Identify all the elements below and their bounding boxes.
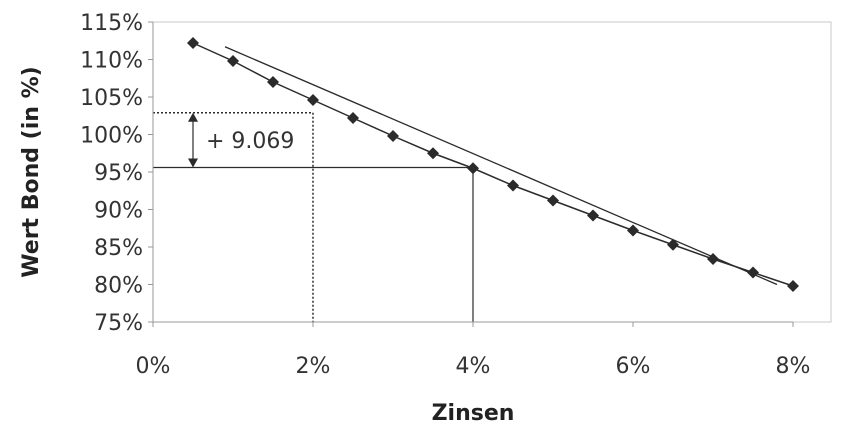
data-point-marker bbox=[667, 238, 679, 251]
y-tick-label: 75% bbox=[94, 311, 143, 336]
x-tick-label: 8% bbox=[776, 354, 811, 379]
axes-layer: 75% 80% 85% 90% 95% 100% 105% 110% 115% 0% 2% 4% 6% 8… bbox=[80, 11, 810, 379]
difference-arrow-head-up bbox=[188, 112, 198, 122]
y-axis-title: Wert Bond (in %) bbox=[19, 66, 44, 277]
x-tick-label: 2% bbox=[296, 354, 331, 379]
data-point-marker bbox=[747, 266, 759, 279]
data-point-marker bbox=[187, 37, 199, 49]
y-tick-label: 80% bbox=[94, 274, 143, 299]
x-axis-title: Zinsen bbox=[432, 401, 515, 426]
data-point-marker bbox=[467, 162, 479, 175]
data-point-marker bbox=[307, 94, 319, 106]
data-point-marker bbox=[787, 280, 799, 292]
data-point-marker bbox=[587, 209, 599, 222]
data-point-marker bbox=[227, 55, 239, 67]
y-tick-label: 115% bbox=[80, 11, 143, 36]
difference-label: + 9.069 bbox=[206, 129, 294, 154]
data-point-marker bbox=[427, 147, 439, 160]
tangent-line bbox=[224, 46, 778, 286]
data-point-marker bbox=[387, 130, 399, 142]
y-tick-label: 90% bbox=[94, 199, 143, 224]
data-point-marker bbox=[547, 194, 559, 207]
x-tick-label: 4% bbox=[456, 354, 491, 379]
plot-area-border bbox=[152, 21, 832, 323]
data-point-marker bbox=[347, 112, 359, 124]
data-point-marker bbox=[507, 179, 519, 192]
data-point-marker bbox=[267, 76, 279, 88]
bond-value-curve bbox=[192, 42, 794, 287]
y-tick-label: 95% bbox=[94, 161, 143, 186]
x-tick-label: 0% bbox=[136, 354, 171, 379]
series-layer bbox=[187, 37, 799, 292]
data-point-marker bbox=[627, 224, 639, 237]
difference-arrow-head-down bbox=[188, 158, 198, 168]
y-tick-label: 100% bbox=[80, 124, 143, 149]
y-tick-label: 105% bbox=[80, 86, 143, 111]
annotation-layer: + 9.069 bbox=[153, 112, 474, 322]
y-tick-label: 85% bbox=[94, 236, 143, 261]
data-point-marker bbox=[707, 253, 719, 265]
y-tick-label: 110% bbox=[80, 49, 143, 74]
x-tick-label: 6% bbox=[616, 354, 651, 379]
